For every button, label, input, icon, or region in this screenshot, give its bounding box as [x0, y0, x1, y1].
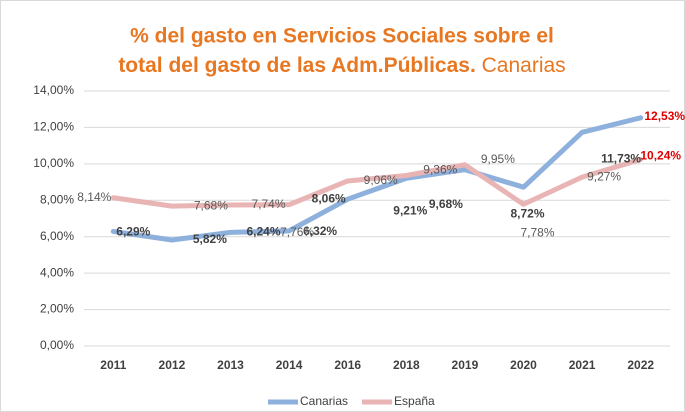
data-label: 6,29%: [116, 225, 150, 239]
x-tick-label: 2013: [217, 358, 244, 372]
data-label: 9,21%: [393, 203, 427, 217]
y-tick-label: 0,00%: [40, 338, 74, 352]
x-tick-label: 2016: [334, 358, 361, 372]
y-tick-label: 2,00%: [40, 302, 74, 316]
legend-label: España: [394, 394, 435, 408]
data-label: 6,32%: [303, 224, 337, 238]
y-tick-label: 4,00%: [40, 265, 74, 279]
y-tick-label: 10,00%: [33, 156, 74, 170]
series-line: [110, 156, 644, 209]
data-label: 7,78%: [520, 225, 554, 239]
x-tick-label: 2019: [452, 358, 479, 372]
data-label: 9,06%: [364, 173, 398, 187]
y-tick-label: 12,00%: [33, 120, 74, 134]
x-tick-label: 2011: [100, 358, 126, 372]
data-label: 11,73%: [601, 152, 641, 166]
data-label: 10,24%: [640, 149, 681, 163]
y-tick-label: 6,00%: [40, 229, 74, 243]
chart-title: total del gasto de las Adm.Públicas. Can…: [118, 54, 565, 77]
x-tick-label: 2014: [276, 358, 303, 372]
chart-subtitle: Canarias: [476, 54, 566, 77]
series-line: [110, 115, 644, 243]
legend-label: Canarias: [300, 394, 348, 408]
data-label: 7,68%: [194, 198, 228, 212]
y-tick-label: 8,00%: [40, 192, 74, 206]
x-tick-label: 2020: [510, 358, 537, 372]
chart-title-line: total del gasto de las Adm.Públicas.: [118, 54, 475, 77]
data-label: 9,27%: [587, 169, 621, 183]
data-label: 5,82%: [193, 232, 227, 246]
chart-title: % del gasto en Servicios Sociales sobre …: [130, 25, 554, 48]
data-label: 9,36%: [423, 163, 457, 177]
data-label: 7,76%: [280, 225, 314, 239]
y-tick-label: 14,00%: [33, 83, 74, 97]
x-tick-label: 2012: [159, 358, 186, 372]
x-tick-label: 2022: [627, 358, 654, 372]
x-tick-label: 2021: [569, 358, 596, 372]
data-label: 7,74%: [251, 197, 285, 211]
x-tick-label: 2018: [393, 358, 420, 372]
data-label: 8,72%: [510, 206, 544, 220]
data-label: 9,68%: [429, 197, 463, 211]
data-label: 9,95%: [481, 152, 515, 166]
data-label: 6,24%: [246, 225, 280, 239]
data-label: 8,14%: [77, 190, 111, 204]
data-label: 8,06%: [312, 191, 346, 205]
data-label: 12,53%: [644, 109, 685, 123]
